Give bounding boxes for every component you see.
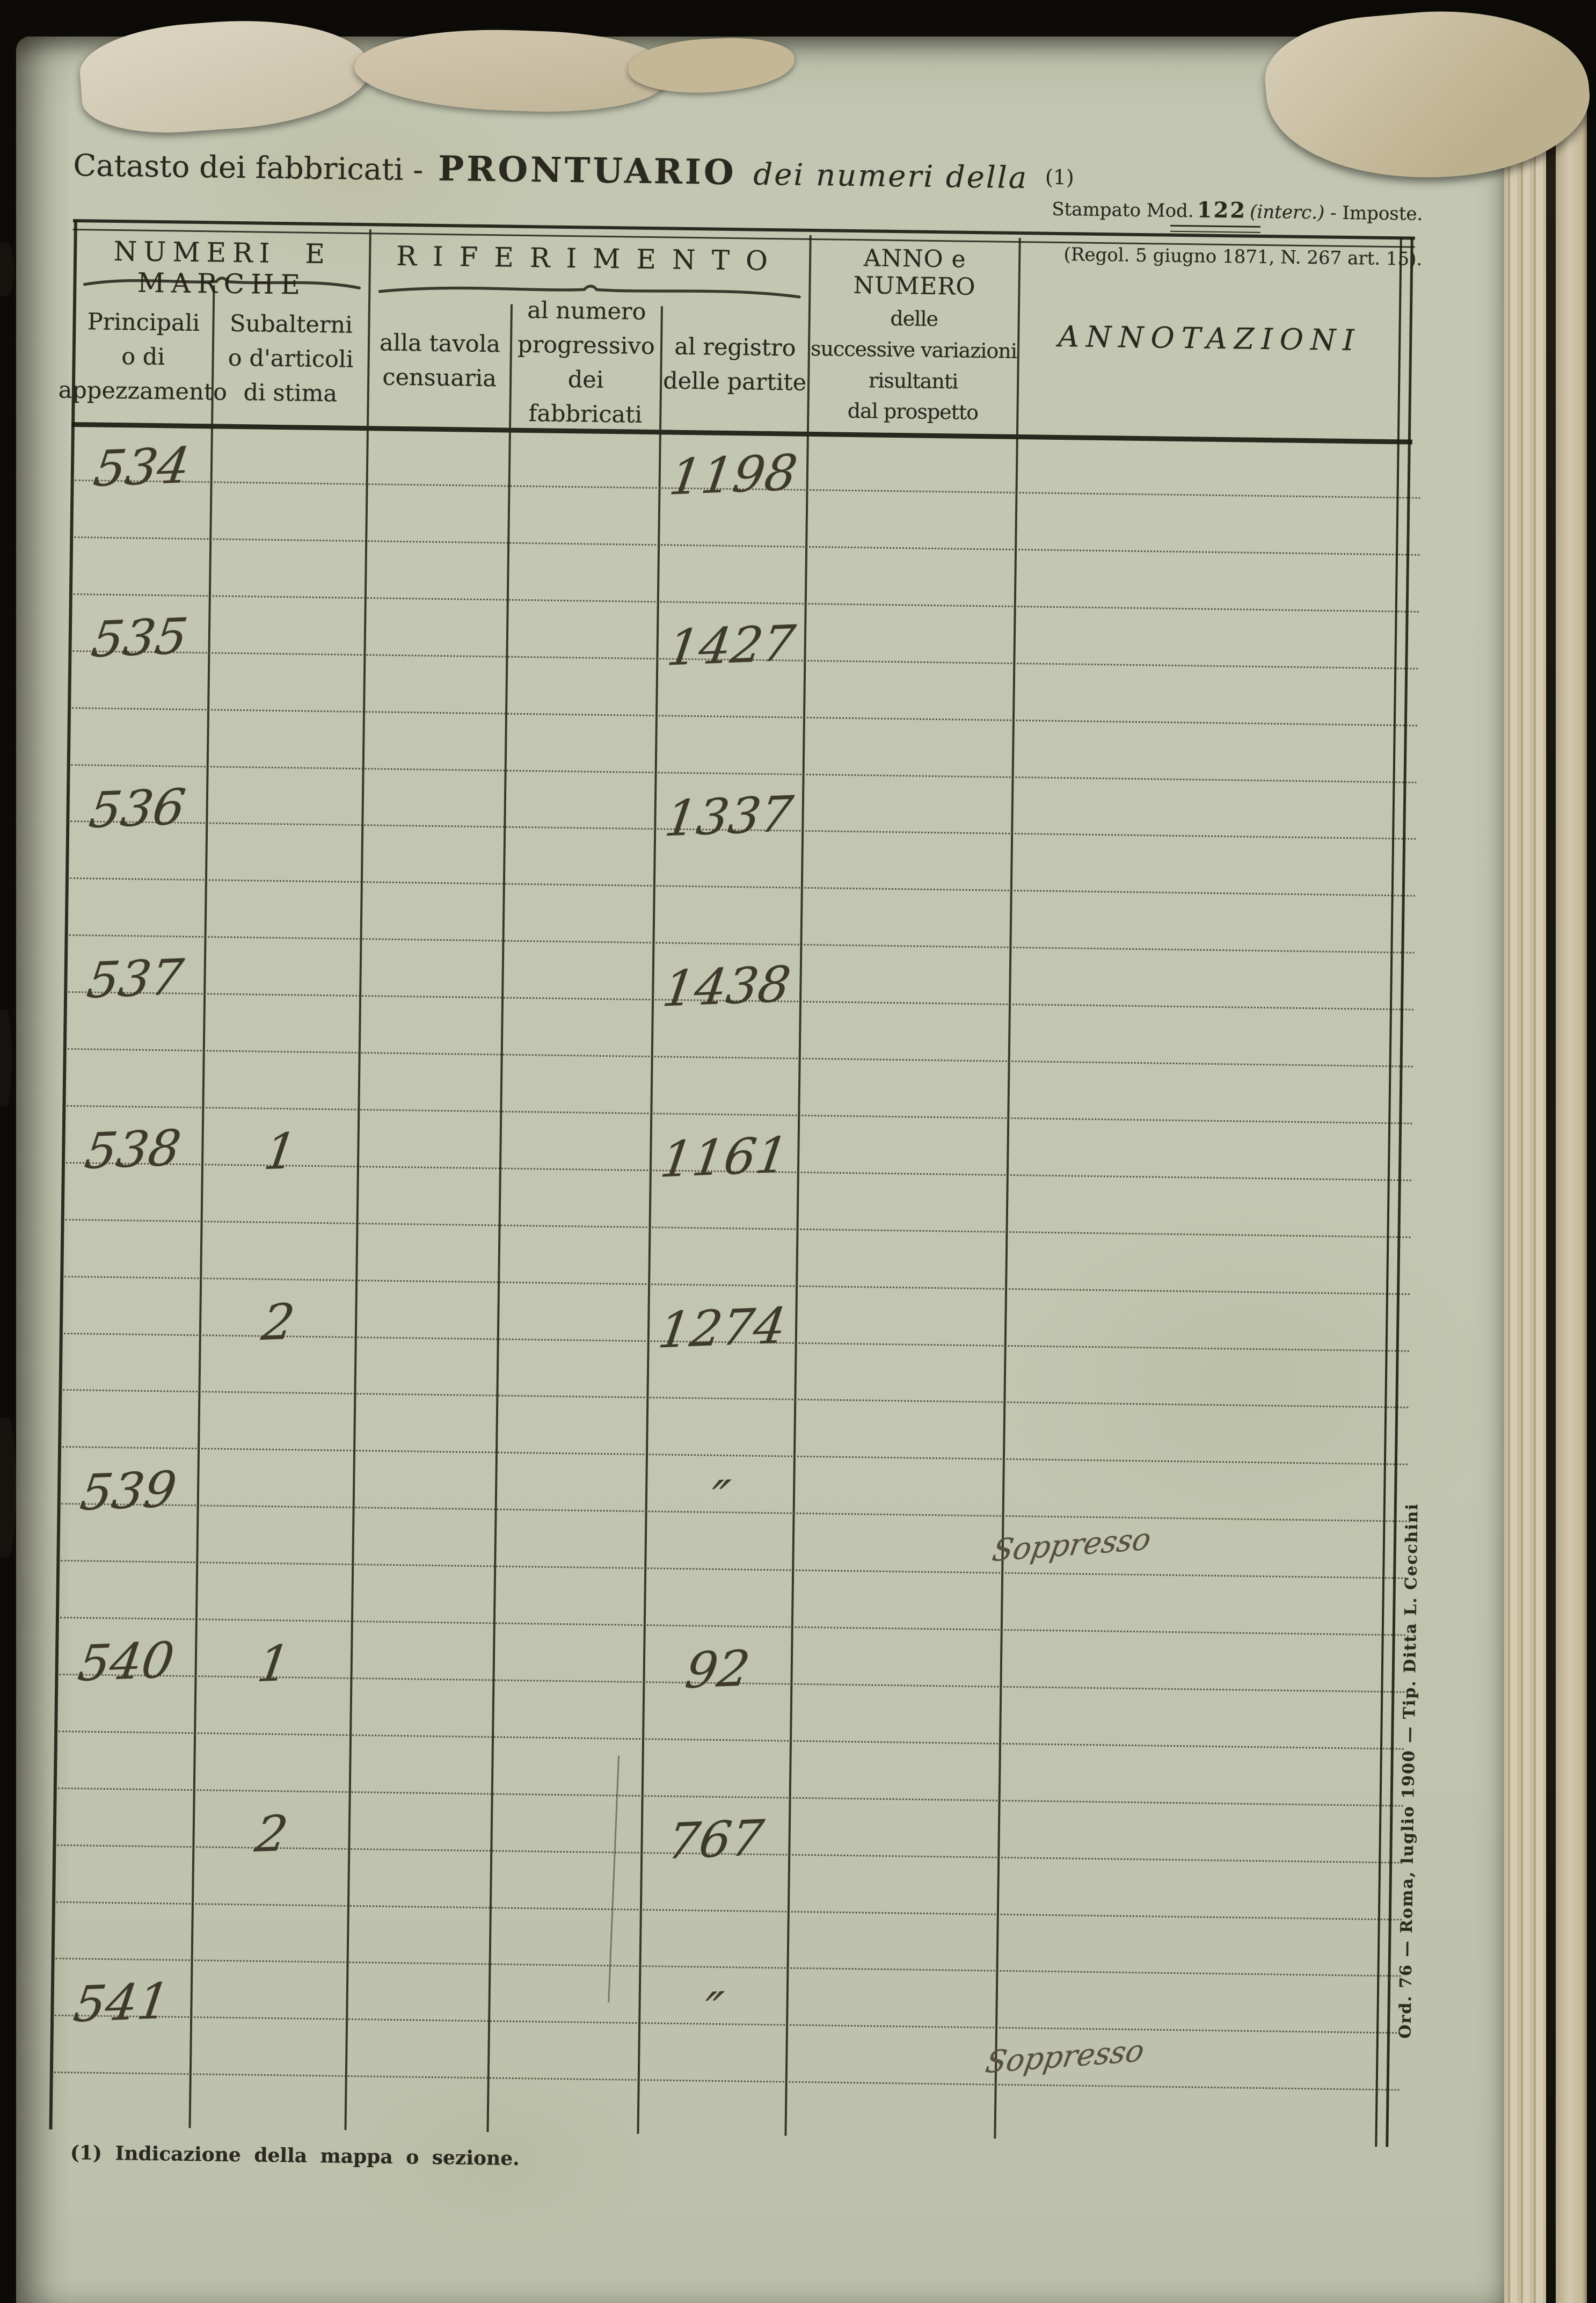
dotted-guide-line xyxy=(74,536,1420,556)
cell-principali: 539 xyxy=(77,1461,180,1522)
dotted-guide-line xyxy=(61,1559,1406,1579)
table-row: 539 ″ Soppresso xyxy=(58,1423,1386,1568)
cell-subalterni xyxy=(220,831,349,836)
cell-registro: 1198 xyxy=(666,444,801,506)
cell-principali: 540 xyxy=(75,1631,178,1692)
cell-principali: 537 xyxy=(83,948,187,1010)
cell-registro: 1337 xyxy=(661,785,797,848)
cell-subalterni xyxy=(204,2025,334,2030)
cell-registro: 92 xyxy=(682,1639,754,1700)
header-line: progressivo xyxy=(517,331,655,360)
cell-annotazioni xyxy=(988,1877,1373,1906)
curled-page-edge xyxy=(1556,75,1587,2303)
cell-subalterni xyxy=(217,1001,347,1006)
cell-subalterni: 2 xyxy=(251,1805,291,1864)
spine-tear-mark xyxy=(0,1009,12,1106)
table-body: 534 1198 535 1427 536 1337 xyxy=(50,426,1420,2156)
header-line: o di xyxy=(121,343,165,371)
cell-principali xyxy=(59,1852,188,1857)
title-prefix: Catasto dei fabbricati - xyxy=(72,148,424,188)
table-row: 541 ″ Soppresso xyxy=(52,1935,1380,2080)
dotted-guide-line xyxy=(54,2071,1400,2091)
cell-registro: 767 xyxy=(664,1809,767,1871)
dotted-guide-line xyxy=(72,707,1417,727)
header-swash-decoration xyxy=(378,285,801,299)
header-line: delle partite xyxy=(662,367,807,396)
dotted-guide-line xyxy=(69,877,1415,897)
header-line: al numero xyxy=(527,297,646,325)
stamp-line1-pre: Stampato Mod. xyxy=(1052,198,1194,222)
cell-subalterni xyxy=(222,660,352,665)
document-page xyxy=(16,37,1504,2303)
column-header-anno-numero: ANNO e NUMERO delle successive variazion… xyxy=(808,236,1020,432)
cell-subalterni: 1 xyxy=(254,1634,294,1694)
spine-tear-mark xyxy=(0,243,14,296)
table-row: 535 1427 xyxy=(69,570,1397,677)
cell-annotazioni xyxy=(1004,683,1389,711)
header-line: alla tavola xyxy=(379,329,501,358)
cell-registro: 1274 xyxy=(654,1297,790,1360)
column-header-annotazioni: ANNOTAZIONI xyxy=(1058,319,1361,357)
title-main: PRONTUARIO xyxy=(438,148,737,193)
header-line: risultanti xyxy=(868,368,958,394)
cell-registro: ″ xyxy=(706,1470,733,1528)
footnote: (1) Indicazione della mappa o sezione. xyxy=(70,2141,520,2170)
header-line: Subalterni xyxy=(229,310,353,339)
group-header-riferimento: RIFERIMENTO xyxy=(396,240,784,277)
table-row: 534 1198 xyxy=(71,399,1400,506)
cell-subalterni xyxy=(224,490,354,495)
header-line: ANNO e NUMERO xyxy=(853,244,976,301)
dotted-guide-line xyxy=(63,1389,1409,1409)
stamp-interc: (interc.) xyxy=(1249,201,1325,224)
cell-subalterni xyxy=(210,1513,340,1518)
cell-annotazioni xyxy=(990,1707,1376,1735)
cell-principali: 534 xyxy=(90,437,193,498)
header-line: censuaria xyxy=(382,364,497,393)
table-row: 2 1274 xyxy=(61,1252,1389,1360)
cell-registro: 1427 xyxy=(664,614,799,677)
stamp-line1-tail: - Imposte. xyxy=(1324,202,1423,225)
cell-principali: 536 xyxy=(85,778,189,840)
cell-principali: 541 xyxy=(70,1972,173,2033)
header-line: successive variazioni xyxy=(810,336,1017,363)
header-line: o d'articoli xyxy=(228,344,354,373)
dotted-guide-line xyxy=(56,1901,1402,1921)
table-row: 536 1337 xyxy=(67,740,1395,848)
underlying-page-border xyxy=(1546,113,1557,2303)
title-italic: dei numeri della xyxy=(753,157,1029,196)
stamp-underline-rule xyxy=(1170,224,1261,233)
cell-subalterni: 1 xyxy=(260,1122,301,1181)
printer-imprint-vertical: Ord. 76 — Roma, luglio 1900 — Tip. Ditta… xyxy=(1396,1502,1422,2039)
header-line: Principali xyxy=(87,308,200,337)
page-title: Catasto dei fabbricati - PRONTUARIO dei … xyxy=(73,144,1074,197)
table-row: 538 1 1161 xyxy=(63,1081,1391,1189)
dotted-guide-line xyxy=(67,1048,1413,1067)
spine-tear-mark xyxy=(0,1418,16,1557)
cell-subalterni: 2 xyxy=(258,1293,298,1352)
header-line: al registro xyxy=(674,333,796,362)
dotted-guide-line xyxy=(59,1730,1404,1750)
table-row: 2 767 xyxy=(54,1764,1382,1871)
cell-principali: 535 xyxy=(88,607,191,669)
table-row: 540 1 92 xyxy=(56,1594,1384,1701)
header-swash-decoration xyxy=(83,277,361,290)
cell-annotazioni xyxy=(997,1195,1382,1223)
table-row: 537 1438 xyxy=(65,911,1393,1018)
cell-annotazioni xyxy=(999,1024,1384,1052)
header-line: delle xyxy=(890,307,938,331)
cell-annotazioni xyxy=(995,1365,1380,1394)
cell-registro: ″ xyxy=(699,1981,727,2040)
cell-registro: 1161 xyxy=(657,1126,792,1189)
cell-registro: 1438 xyxy=(659,955,794,1018)
cell-annotazioni xyxy=(1001,854,1387,882)
cell-annotazioni xyxy=(1006,512,1391,541)
stamp-model-number: 122 xyxy=(1197,197,1247,223)
cell-principali: 538 xyxy=(81,1119,185,1181)
cell-principali xyxy=(65,1341,195,1346)
prontuario-table: NUMERI E MARCHE RIFERIMENTO Principali o… xyxy=(49,219,1420,2149)
dotted-guide-line xyxy=(65,1218,1411,1238)
book-page-edges xyxy=(1504,64,1550,2303)
